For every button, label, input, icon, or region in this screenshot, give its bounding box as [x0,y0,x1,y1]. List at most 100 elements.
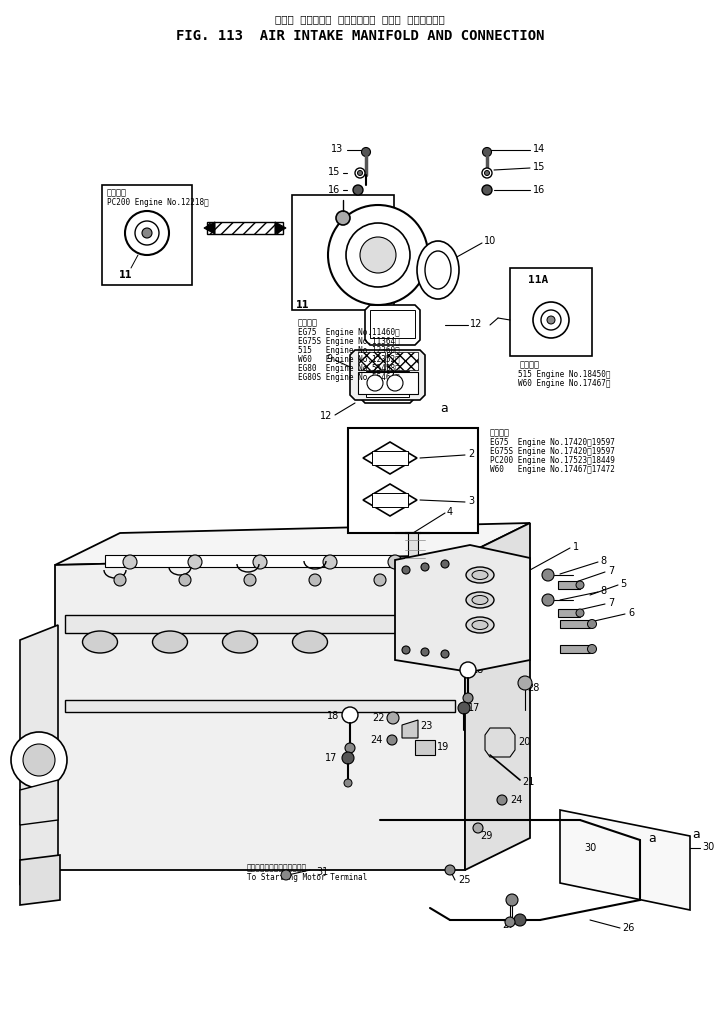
Text: 25: 25 [458,875,471,885]
Bar [65,615,455,633]
Polygon shape [207,222,283,234]
Bar [560,645,590,653]
Circle shape [533,302,569,338]
Circle shape [360,237,396,273]
Text: EG75S Engine No.11364〜: EG75S Engine No.11364〜 [298,337,399,346]
Text: 30: 30 [584,843,596,853]
Ellipse shape [466,592,494,608]
Text: エアー  インテーク  マニホールド  および  コネクション: エアー インテーク マニホールド および コネクション [275,14,445,24]
Text: 18: 18 [472,665,485,675]
Ellipse shape [223,631,257,653]
Text: W60 Engine No.17467〜: W60 Engine No.17467〜 [518,379,611,388]
Circle shape [336,211,350,225]
Circle shape [179,574,191,586]
Ellipse shape [472,595,488,604]
Bar [415,740,435,755]
Text: 7: 7 [608,598,614,608]
Circle shape [387,375,403,391]
Text: 1: 1 [573,542,579,552]
Polygon shape [360,365,415,403]
Polygon shape [55,523,530,565]
Polygon shape [363,484,417,516]
Circle shape [542,569,554,581]
Bar [558,609,580,617]
Circle shape [353,185,363,195]
Circle shape [541,310,561,330]
Text: 13: 13 [331,144,343,154]
Text: 16: 16 [328,185,340,195]
Text: PC200 Engine No.17523〜18449: PC200 Engine No.17523〜18449 [490,456,615,465]
Text: 8: 8 [600,586,606,596]
Circle shape [361,147,371,156]
Text: 515 Engine No.18450〜: 515 Engine No.18450〜 [518,370,611,379]
Polygon shape [365,305,420,345]
Text: 5: 5 [620,579,627,589]
Circle shape [576,581,584,589]
Circle shape [123,555,137,569]
Circle shape [445,865,455,875]
Circle shape [482,168,492,178]
Ellipse shape [472,571,488,579]
Circle shape [367,375,383,391]
Circle shape [588,620,596,629]
Text: 22: 22 [373,713,385,723]
Circle shape [135,221,159,245]
Polygon shape [387,352,418,370]
Polygon shape [358,352,385,370]
Ellipse shape [466,617,494,633]
Circle shape [473,823,483,832]
Circle shape [576,609,584,617]
Text: 11A: 11A [528,275,548,285]
Polygon shape [275,222,286,234]
Circle shape [387,735,397,745]
Text: 21: 21 [522,777,534,787]
Circle shape [421,563,429,571]
Text: 26: 26 [622,923,634,933]
Text: FIG. 113  AIR INTAKE MANIFOLD AND CONNECTION: FIG. 113 AIR INTAKE MANIFOLD AND CONNECT… [176,29,544,43]
Polygon shape [20,780,58,825]
Text: 2: 2 [468,449,474,459]
Bar [358,372,418,394]
Circle shape [388,555,402,569]
Circle shape [355,168,365,178]
Circle shape [342,752,354,764]
Bar [292,195,394,310]
Circle shape [253,555,267,569]
Polygon shape [395,545,530,672]
Text: 30: 30 [702,842,715,852]
Circle shape [402,646,410,654]
Bar [560,620,590,628]
Text: 4: 4 [447,507,453,517]
Circle shape [441,560,449,568]
Circle shape [441,650,449,658]
Text: 23: 23 [420,721,433,731]
Circle shape [358,170,363,175]
Polygon shape [55,555,465,870]
Text: 17: 17 [324,753,337,763]
Text: a: a [692,828,700,842]
Circle shape [482,185,492,195]
Circle shape [542,594,554,606]
Circle shape [281,870,291,880]
Text: 3: 3 [468,496,474,506]
Polygon shape [465,523,530,870]
Text: 17: 17 [468,703,480,713]
Text: 27: 27 [502,920,514,930]
Bar [370,310,415,338]
Ellipse shape [293,631,327,653]
Bar [558,581,580,589]
Circle shape [463,693,473,703]
Ellipse shape [153,631,187,653]
Circle shape [342,707,358,723]
Ellipse shape [466,567,494,583]
Bar [408,533,418,568]
Circle shape [506,894,518,906]
Text: 9: 9 [326,354,332,364]
Text: EG75S Engine No.17420〜19597: EG75S Engine No.17420〜19597 [490,447,615,456]
Text: W60   Engine No.12352〜: W60 Engine No.12352〜 [298,355,399,364]
Circle shape [485,170,490,175]
Circle shape [588,645,596,653]
Text: 515   Engine No.12360〜: 515 Engine No.12360〜 [298,346,399,355]
Text: 15: 15 [533,162,545,172]
Text: a: a [648,831,656,845]
